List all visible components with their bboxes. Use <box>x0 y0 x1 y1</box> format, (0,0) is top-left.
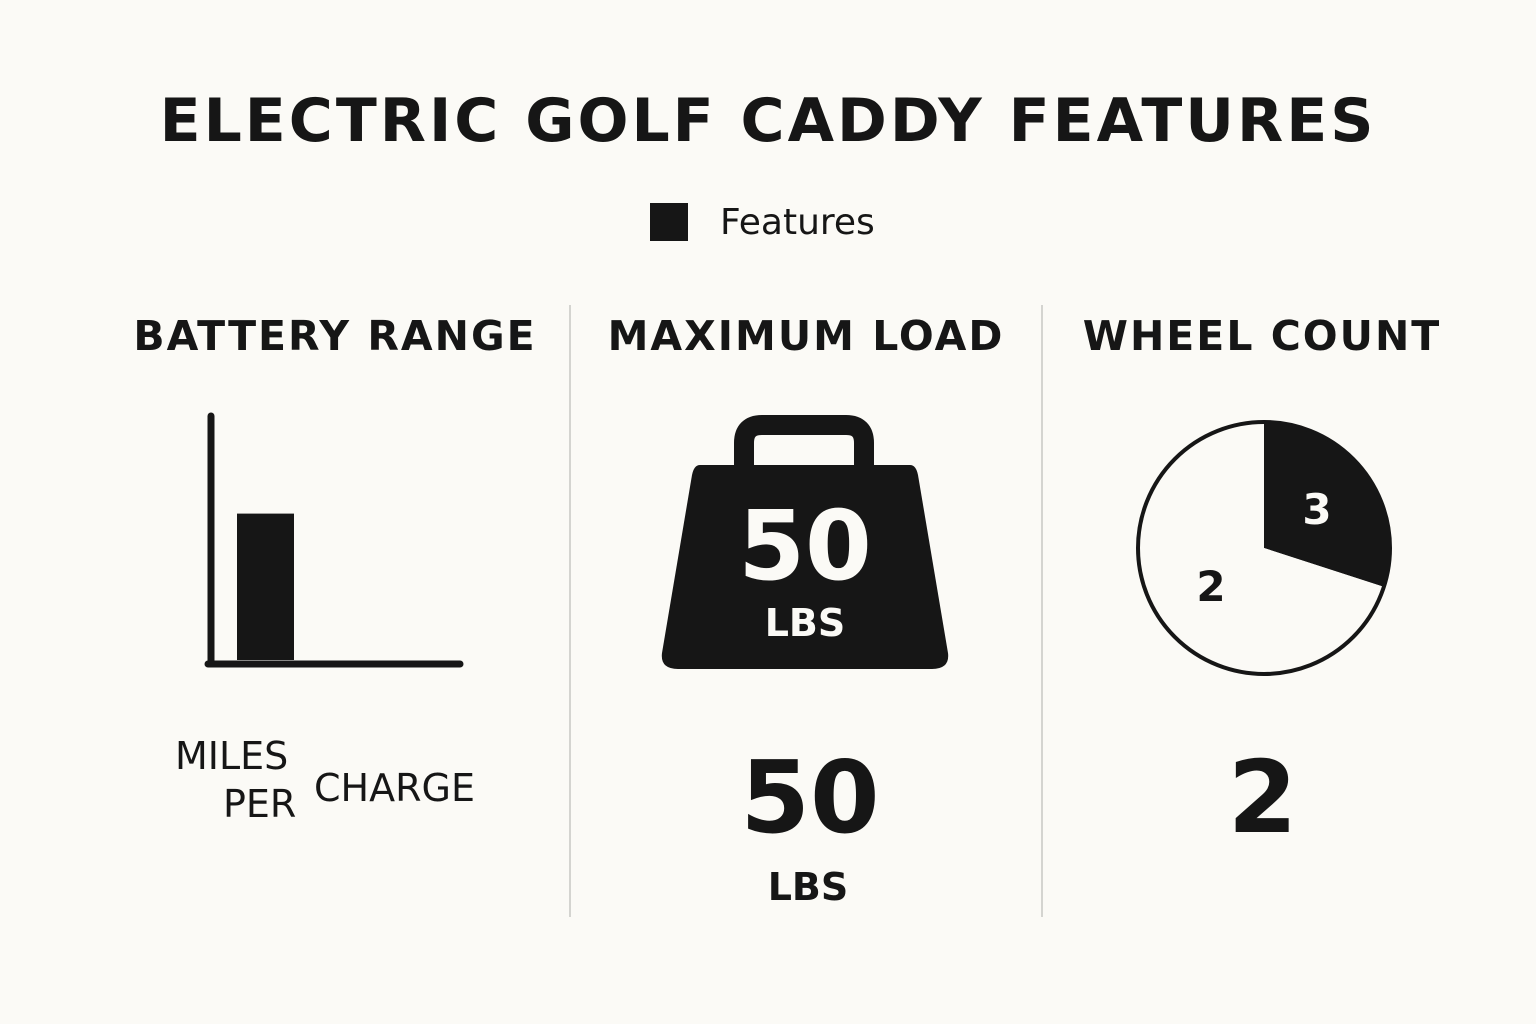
kettlebell-weight-icon <box>661 415 949 669</box>
range-label-per: PER <box>223 782 297 826</box>
wheel-count-title: WHEEL COUNT <box>1082 312 1442 360</box>
battery-range-title: BATTERY RANGE <box>133 312 537 360</box>
legend-label: Features <box>720 201 875 243</box>
kettlebell-unit: LBS <box>764 601 846 645</box>
range-label-charge: CHARGE <box>314 766 475 810</box>
panel-divider-right <box>1041 305 1043 917</box>
wheel-count-value: 2 <box>1227 739 1298 856</box>
maximum-load-value: 50 <box>740 739 880 856</box>
kettlebell-value: 50 <box>738 490 872 602</box>
panel-divider-left <box>569 305 571 917</box>
battery-range-bar-chart <box>204 412 464 668</box>
pie-slice-label: 2 <box>1196 562 1225 611</box>
pie-slice <box>1264 422 1390 587</box>
maximum-load-title: MAXIMUM LOAD <box>607 312 1005 360</box>
maximum-load-unit: LBS <box>767 865 849 909</box>
legend-swatch <box>650 203 688 241</box>
pie-outline <box>1136 420 1392 676</box>
pie-slice-label: 3 <box>1302 485 1331 534</box>
range-label-miles: MILES <box>175 734 289 778</box>
wheel-count-pie-chart: 32 <box>1136 420 1392 676</box>
chart-legend: Features <box>650 200 875 244</box>
pie-slice <box>1138 422 1384 674</box>
bar <box>237 513 294 660</box>
page-title: ELECTRIC GOLF CADDY FEATURES <box>159 86 1377 156</box>
